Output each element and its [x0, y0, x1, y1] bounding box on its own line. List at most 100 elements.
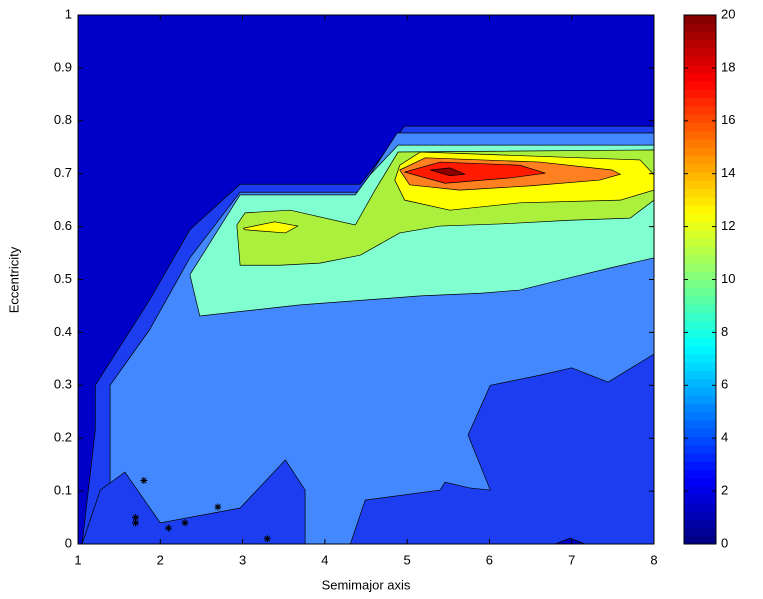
colorbar-swatch	[684, 345, 716, 355]
colorbar-swatch	[684, 15, 716, 24]
x-tick-label: 2	[157, 552, 164, 567]
contour-region	[403, 161, 546, 184]
colorbar-swatch	[684, 205, 716, 214]
colorbar-swatch	[684, 180, 716, 190]
colorbar-swatch	[684, 411, 716, 421]
colorbar-swatch	[684, 172, 716, 181]
colorbar-tick-label: 4	[721, 430, 728, 445]
colorbar-swatch	[684, 444, 716, 454]
colorbar-swatch	[684, 89, 716, 99]
star-marker	[140, 477, 148, 485]
colorbar-tick-label: 2	[721, 483, 728, 498]
colorbar-tick-label: 16	[721, 112, 735, 127]
colorbar-swatch	[684, 428, 716, 438]
colorbar-swatch	[684, 304, 716, 314]
colorbar-swatch	[684, 510, 716, 520]
colorbar-swatch	[684, 378, 716, 388]
colorbar-tick-label: 0	[721, 535, 728, 550]
star-marker	[132, 519, 140, 527]
colorbar-swatch	[684, 279, 716, 289]
star-marker	[214, 503, 222, 511]
colorbar-swatch	[684, 188, 716, 198]
colorbar-swatch	[684, 353, 716, 363]
x-tick-label: 7	[568, 552, 575, 567]
y-axis-label: Eccentricity	[6, 246, 21, 313]
colorbar-swatch	[684, 436, 716, 446]
colorbar-tick-label: 20	[721, 6, 735, 21]
colorbar-swatch	[684, 386, 716, 396]
colorbar-swatch	[684, 519, 716, 528]
y-tick-label: 1	[65, 6, 72, 21]
colorbar-tick-label: 12	[721, 218, 735, 233]
star-marker	[181, 519, 189, 527]
colorbar-swatch	[684, 535, 716, 545]
colorbar-tick-label: 18	[721, 59, 735, 74]
x-tick-label: 5	[404, 552, 411, 567]
y-tick-label: 0.2	[54, 430, 72, 445]
colorbar-swatch	[684, 213, 716, 223]
colorbar-swatch	[684, 420, 716, 429]
star-marker	[263, 535, 271, 543]
colorbar-swatch	[684, 130, 716, 140]
x-tick-label: 8	[650, 552, 657, 567]
colorbar-tick-label: 14	[721, 165, 735, 180]
colorbar-swatch	[684, 105, 716, 115]
colorbar-swatch	[684, 502, 716, 512]
colorbar-swatch	[684, 271, 716, 280]
colorbar-swatch	[684, 39, 716, 49]
colorbar-swatch	[684, 254, 716, 264]
y-tick-label: 0.5	[54, 271, 72, 286]
x-tick-label: 3	[239, 552, 246, 567]
y-tick-label: 0	[65, 535, 72, 550]
y-tick-label: 0.3	[54, 377, 72, 392]
colorbar-tick-label: 8	[721, 324, 728, 339]
colorbar-swatch	[684, 196, 716, 206]
colorbar-swatch	[684, 114, 716, 123]
star-marker	[165, 524, 173, 532]
colorbar-swatch	[684, 527, 716, 537]
colorbar-swatch	[684, 395, 716, 404]
colorbar-swatch	[684, 147, 716, 157]
colorbar-swatch	[684, 23, 716, 33]
colorbar-swatch	[684, 138, 716, 148]
colorbar-swatch	[684, 486, 716, 495]
colorbar-swatch	[684, 362, 716, 371]
colorbar-swatch	[684, 238, 716, 247]
colorbar-swatch	[684, 469, 716, 479]
y-tick-label: 0.8	[54, 112, 72, 127]
x-tick-label: 6	[486, 552, 493, 567]
colorbar-swatch	[684, 221, 716, 231]
y-tick-label: 0.9	[54, 59, 72, 74]
colorbar-swatch	[684, 287, 716, 297]
contour-region	[430, 167, 467, 177]
colorbar-swatch	[684, 122, 716, 132]
colorbar-swatch	[684, 31, 716, 41]
colorbar-swatch	[684, 320, 716, 330]
y-tick-label: 0.1	[54, 483, 72, 498]
colorbar-swatch	[684, 312, 716, 322]
colorbar-swatch	[684, 48, 716, 57]
star-marker	[132, 514, 140, 522]
colorbar-swatch	[684, 163, 716, 173]
x-axis-label: Semimajor axis	[322, 577, 411, 592]
colorbar-swatch	[684, 72, 716, 82]
colorbar-swatch	[684, 461, 716, 471]
colorbar-swatch	[684, 56, 716, 66]
colorbar-swatch	[684, 477, 716, 487]
colorbar-swatch	[684, 229, 716, 239]
colorbar-swatch	[684, 262, 716, 272]
colorbar-swatch	[684, 403, 716, 413]
y-tick-label: 0.7	[54, 165, 72, 180]
colorbar-swatch	[684, 453, 716, 462]
colorbar-swatch	[684, 81, 716, 90]
contour-region	[349, 353, 655, 545]
colorbar-tick-label: 10	[721, 271, 735, 286]
colorbar-swatch	[684, 329, 716, 338]
colorbar-tick-label: 6	[721, 377, 728, 392]
colorbar-swatch	[684, 246, 716, 256]
x-tick-label: 1	[74, 552, 81, 567]
colorbar-swatch	[684, 155, 716, 165]
colorbar-swatch	[684, 97, 716, 107]
y-tick-label: 0.4	[54, 324, 72, 339]
